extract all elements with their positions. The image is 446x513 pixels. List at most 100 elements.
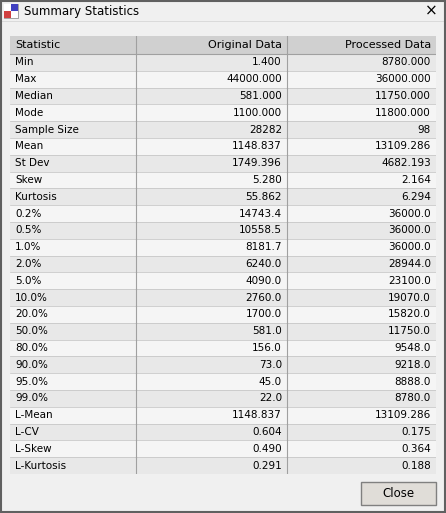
Text: 1148.837: 1148.837 [232,142,282,151]
Text: 8780.0: 8780.0 [395,393,431,403]
Bar [10,172,436,188]
Bar [10,138,436,155]
Bar [10,457,436,474]
Text: 95.0%: 95.0% [15,377,48,387]
Text: Close: Close [382,487,415,500]
Bar [10,440,436,457]
Text: L-Skew: L-Skew [15,444,52,454]
Text: 6.294: 6.294 [401,192,431,202]
Bar [10,155,436,172]
Bar [10,424,436,440]
Text: 36000.0: 36000.0 [388,242,431,252]
Text: 8888.0: 8888.0 [395,377,431,387]
Text: St Dev: St Dev [15,158,50,168]
Text: Mode: Mode [15,108,43,118]
Text: 44000.000: 44000.000 [226,74,282,84]
Text: 36000.0: 36000.0 [388,225,431,235]
Bar [10,407,436,424]
Text: Summary Statistics: Summary Statistics [24,5,139,17]
Text: 11750.0: 11750.0 [388,326,431,336]
Text: 13109.286: 13109.286 [375,142,431,151]
Text: L-Kurtosis: L-Kurtosis [15,461,66,470]
Text: Sample Size: Sample Size [15,125,79,134]
Text: 36000.000: 36000.000 [376,74,431,84]
Bar [10,289,436,306]
Bar [10,222,436,239]
Text: 5.280: 5.280 [252,175,282,185]
Text: 50.0%: 50.0% [15,326,48,336]
Bar [11,11,18,18]
Text: Max: Max [15,74,37,84]
Bar [4,4,18,18]
Text: 8780.000: 8780.000 [382,57,431,67]
Text: 2.0%: 2.0% [15,259,41,269]
Text: 0.2%: 0.2% [15,209,41,219]
Text: 0.5%: 0.5% [15,225,41,235]
Text: 20.0%: 20.0% [15,309,48,320]
Text: 581.0: 581.0 [252,326,282,336]
Text: 45.0: 45.0 [259,377,282,387]
Text: 6240.0: 6240.0 [246,259,282,269]
Text: Mean: Mean [15,142,43,151]
Bar [10,373,436,390]
Text: 15820.0: 15820.0 [388,309,431,320]
Text: 98: 98 [418,125,431,134]
Text: ×: × [425,4,438,18]
Text: Statistic: Statistic [15,40,60,50]
Bar [10,357,436,373]
Text: 1700.0: 1700.0 [246,309,282,320]
Bar [10,306,436,323]
Text: 36000.0: 36000.0 [388,209,431,219]
Bar [4,11,11,18]
Text: 5.0%: 5.0% [15,276,41,286]
Text: Kurtosis: Kurtosis [15,192,57,202]
Bar [10,205,436,222]
Bar [10,121,436,138]
Text: 10.0%: 10.0% [15,292,48,303]
Text: 10558.5: 10558.5 [239,225,282,235]
Text: Processed Data: Processed Data [345,40,431,50]
Text: L-CV: L-CV [15,427,39,437]
Text: 14743.4: 14743.4 [239,209,282,219]
Text: 23100.0: 23100.0 [388,276,431,286]
Bar [10,36,436,54]
Bar [10,323,436,340]
Text: Median: Median [15,91,53,101]
Text: 0.291: 0.291 [252,461,282,470]
Text: Min: Min [15,57,33,67]
Text: 4682.193: 4682.193 [381,158,431,168]
Text: 73.0: 73.0 [259,360,282,370]
Text: 1.400: 1.400 [252,57,282,67]
Bar [4,4,11,11]
Text: 28944.0: 28944.0 [388,259,431,269]
Text: 0.188: 0.188 [401,461,431,470]
Bar [11,4,18,11]
Bar [10,105,436,121]
Text: 19070.0: 19070.0 [388,292,431,303]
Text: 80.0%: 80.0% [15,343,48,353]
Text: 0.175: 0.175 [401,427,431,437]
Text: 1.0%: 1.0% [15,242,41,252]
Bar [10,71,436,88]
Bar [10,272,436,289]
Bar [10,255,436,272]
Text: 9548.0: 9548.0 [395,343,431,353]
Text: 156.0: 156.0 [252,343,282,353]
Text: 99.0%: 99.0% [15,393,48,403]
Text: 1100.000: 1100.000 [233,108,282,118]
Bar [10,88,436,105]
FancyBboxPatch shape [361,482,436,505]
Bar [10,239,436,255]
Bar [10,340,436,357]
Text: 0.604: 0.604 [252,427,282,437]
Text: 0.364: 0.364 [401,444,431,454]
Text: 22.0: 22.0 [259,393,282,403]
Bar [10,188,436,205]
Text: 581.000: 581.000 [239,91,282,101]
Text: 2.164: 2.164 [401,175,431,185]
Text: 90.0%: 90.0% [15,360,48,370]
Text: L-Mean: L-Mean [15,410,53,420]
Text: 0.490: 0.490 [252,444,282,454]
Text: 28282: 28282 [249,125,282,134]
Text: 11800.000: 11800.000 [375,108,431,118]
